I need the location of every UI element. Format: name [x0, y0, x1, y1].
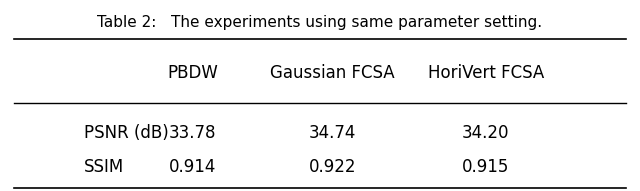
Text: 0.915: 0.915: [462, 158, 509, 176]
Text: PBDW: PBDW: [167, 64, 218, 82]
Text: 0.914: 0.914: [169, 158, 216, 176]
Text: Gaussian FCSA: Gaussian FCSA: [271, 64, 395, 82]
Text: 33.78: 33.78: [169, 124, 216, 142]
Text: HoriVert FCSA: HoriVert FCSA: [428, 64, 544, 82]
Text: 34.74: 34.74: [309, 124, 356, 142]
Text: 0.922: 0.922: [309, 158, 356, 176]
Text: 34.20: 34.20: [462, 124, 509, 142]
Text: PSNR (dB): PSNR (dB): [84, 124, 169, 142]
Text: Table 2:   The experiments using same parameter setting.: Table 2: The experiments using same para…: [97, 15, 543, 30]
Text: SSIM: SSIM: [84, 158, 124, 176]
